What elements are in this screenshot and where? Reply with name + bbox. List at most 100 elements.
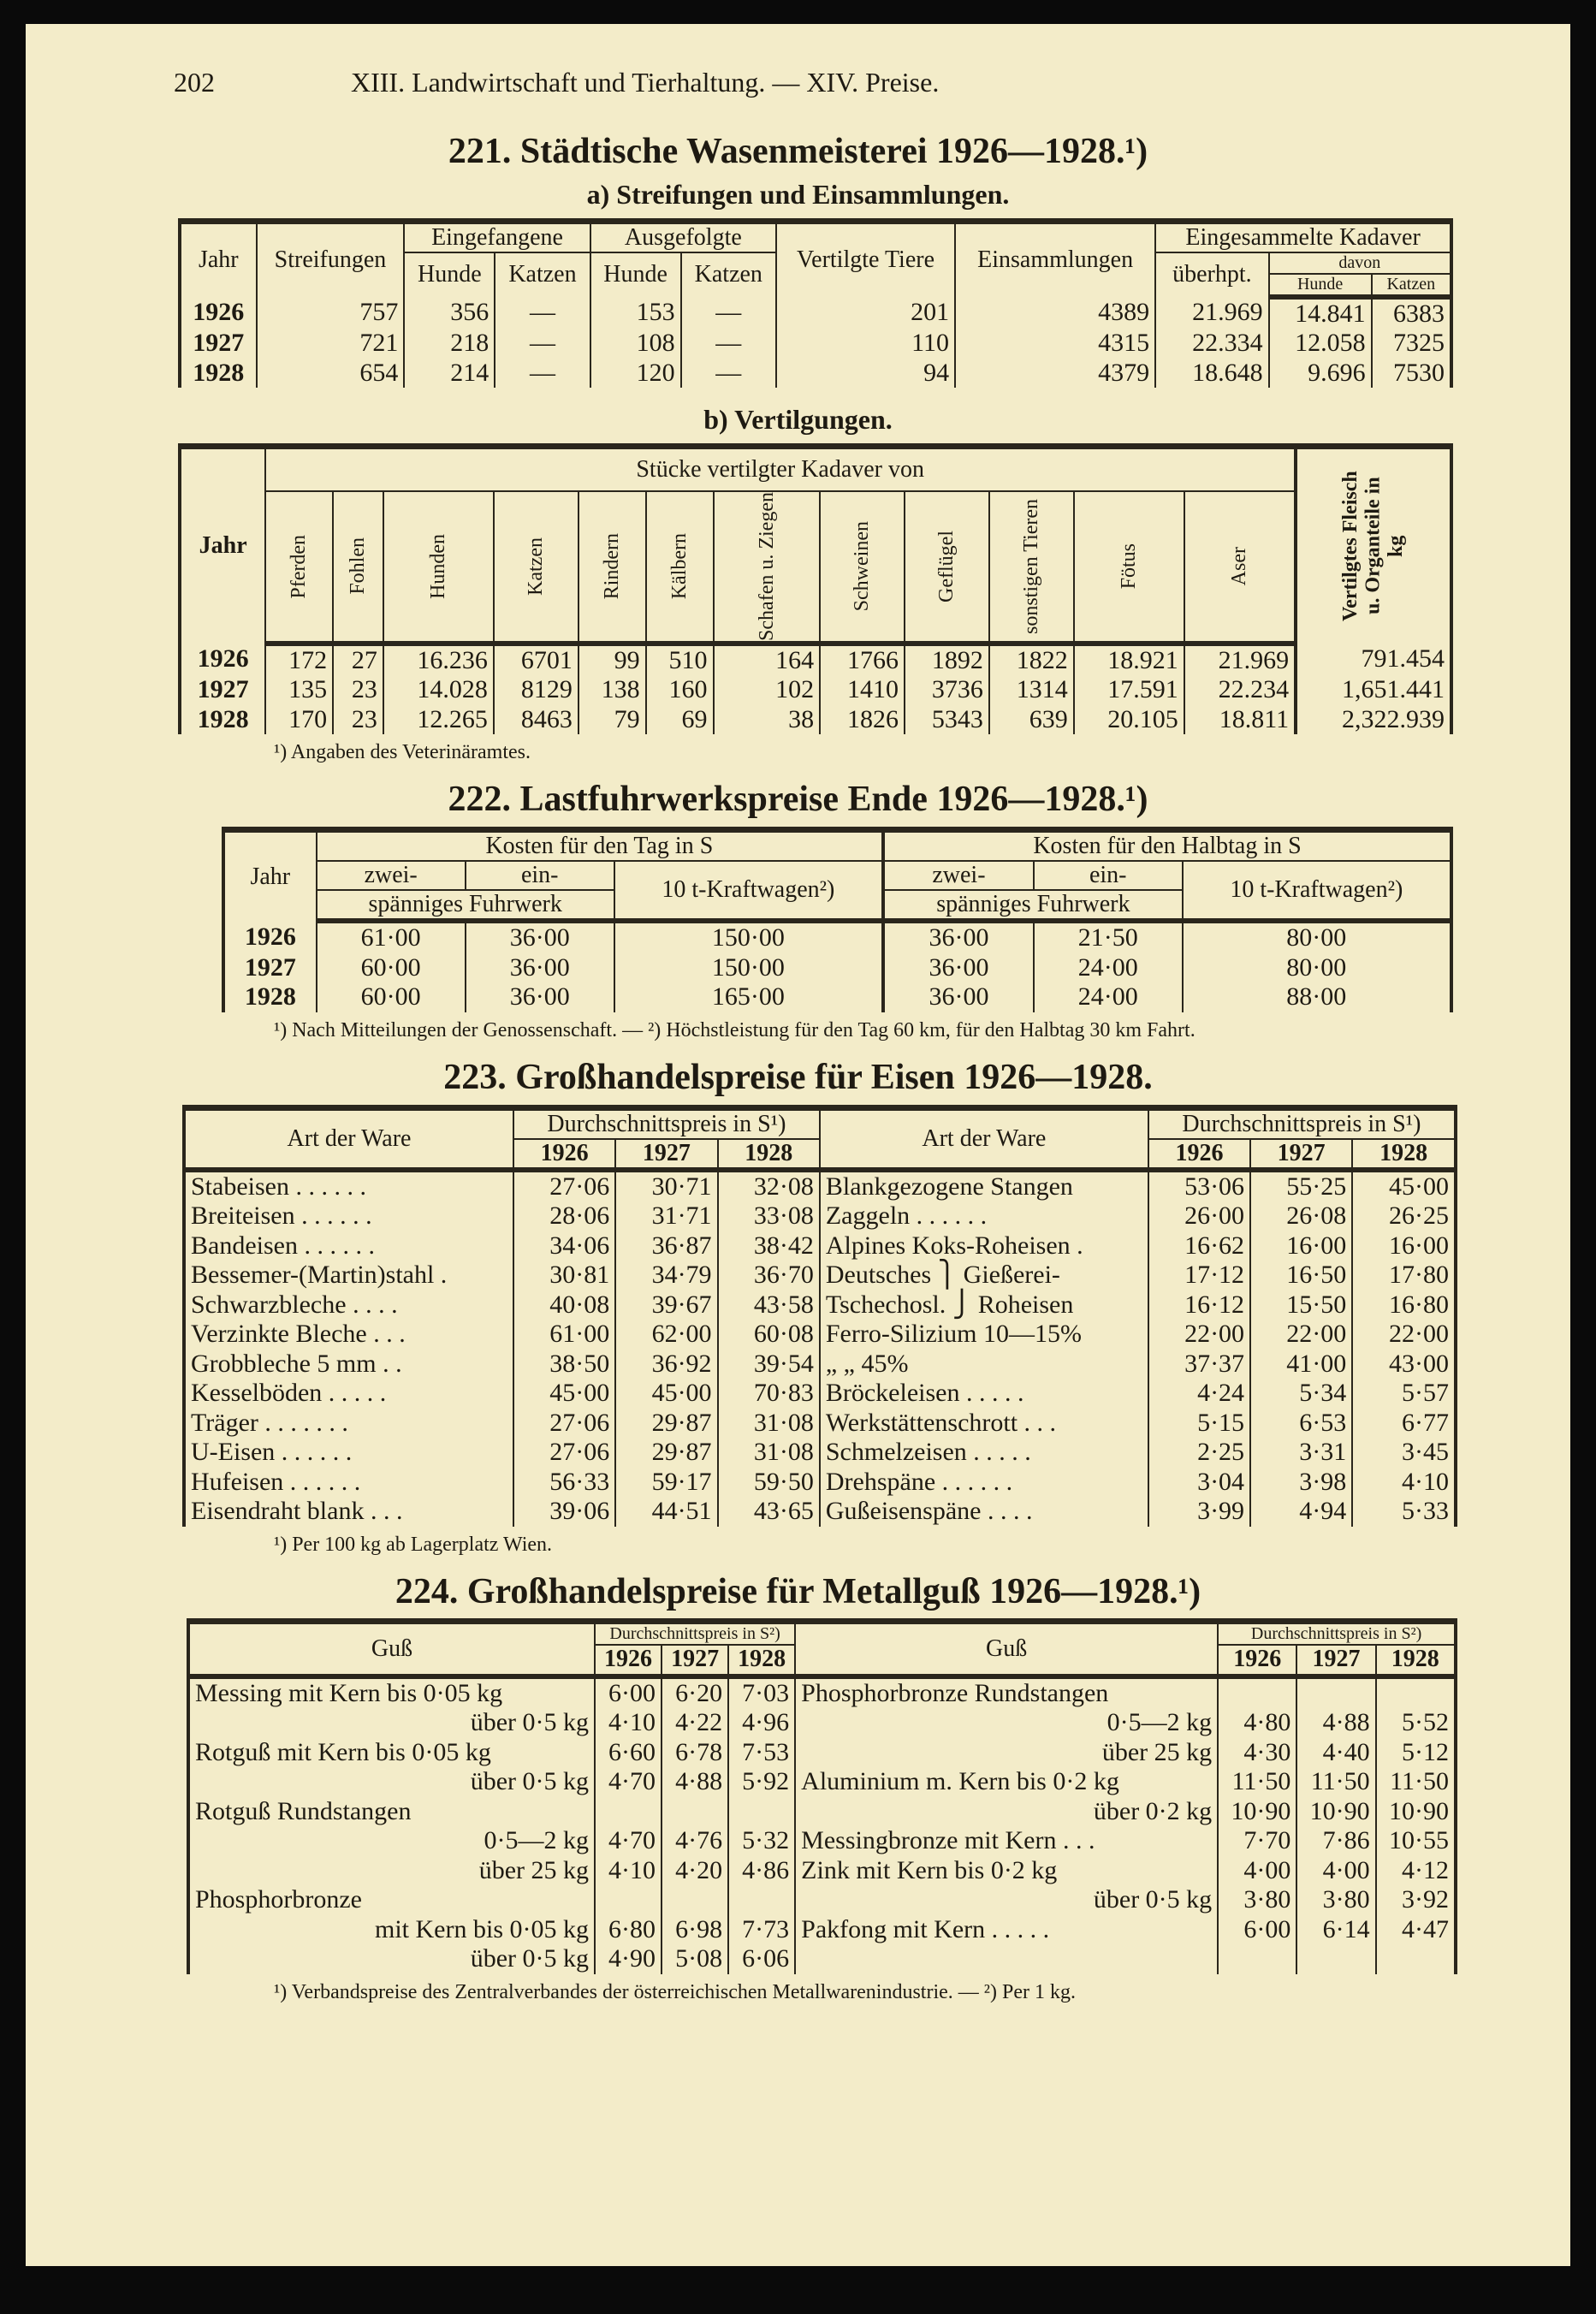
col-preis: Durchschnittspreis in S²)	[593, 1621, 796, 1646]
col-1928-2: 1928	[1351, 1138, 1456, 1172]
table-cell: 7·70	[1217, 1826, 1297, 1856]
col-header: Rindern	[577, 490, 646, 646]
table-cell: 120	[589, 358, 681, 389]
table-cell	[727, 1796, 796, 1827]
table-cell: „ „ 45%	[818, 1349, 1148, 1380]
table-cell: 11·50	[1296, 1767, 1376, 1797]
table-cell: 7·53	[727, 1737, 796, 1768]
table-cell: Aluminium m. Kern bis 0·2 kg	[794, 1767, 1219, 1797]
table-cell: 654	[255, 358, 405, 389]
table-cell: 45·00	[1351, 1169, 1456, 1202]
table-cell: 5·57	[1351, 1379, 1456, 1409]
table-cell: 16·12	[1147, 1290, 1251, 1320]
table-221b: Jahr Stücke vertilgter Kadaver von Verti…	[178, 442, 1453, 735]
table-row: 1927 60·00 36·00 150·00 36·00 24·00 80·00	[223, 952, 1451, 983]
table-cell: 6·00	[1217, 1914, 1297, 1945]
table-cell: 4·96	[727, 1708, 796, 1738]
table-cell: 6·98	[661, 1914, 729, 1945]
table-cell: 165·00	[613, 982, 884, 1012]
table-cell: 36·00	[464, 952, 614, 983]
table-cell: 1826	[819, 704, 905, 735]
table-cell: 4·70	[593, 1767, 662, 1797]
table-cell: 16·00	[1249, 1231, 1353, 1261]
table-cell: 60·00	[315, 982, 466, 1012]
table-221a: Jahr Streifungen Eingefangene Ausgefolgt…	[178, 217, 1453, 389]
table-row: Bandeisen . . . . . . 34·06 36·87 38·42 Alpi…	[184, 1231, 1456, 1261]
table-cell: 4379	[954, 358, 1156, 389]
table-cell: 61·00	[512, 1320, 616, 1350]
table-row: über 0·5 kg 4·10 4·22 4·96 0·5—2 kg 4·80 4·88 5…	[188, 1708, 1456, 1738]
table-cell: 36·70	[716, 1261, 820, 1290]
table-221a-subtitle: a) Streifungen und Einsammlungen.	[586, 179, 1010, 211]
col-1926-2: 1926	[1147, 1138, 1251, 1172]
table-row: 1928 170 23 12.265 8463 79 69 38 1826 5343 639 20.1…	[180, 704, 1451, 735]
table-224: Guß Durchschnittspreis in S²) Guß Durchs…	[187, 1618, 1457, 1974]
table-row: 1926 61·00 36·00 150·00 36·00 21·50 80·00	[223, 921, 1451, 953]
table-cell: 6·20	[661, 1676, 729, 1709]
table-cell: 29·87	[614, 1438, 718, 1468]
table-cell: 39·54	[716, 1349, 820, 1380]
table-row: Phosphorbronze über 0·5 kg 3·80 3·80 3·92	[188, 1885, 1456, 1915]
col-1927-2: 1927	[1296, 1645, 1376, 1679]
table-cell: 160	[644, 675, 714, 705]
table-cell: 36·00	[881, 952, 1034, 983]
col-ueberhpt: überhpt.	[1154, 252, 1269, 297]
page: 202 XIII. Landwirtschaft und Tierhaltung…	[26, 24, 1570, 2266]
col-davon-hunde: Hunde	[1267, 273, 1372, 300]
table-cell: über 0·5 kg	[794, 1885, 1219, 1915]
table-cell: 36·87	[614, 1231, 718, 1261]
table-cell: 24·00	[1032, 952, 1183, 983]
table-cell: 59·50	[716, 1467, 820, 1498]
table-cell: 36·00	[464, 982, 614, 1012]
table-cell: 53·06	[1147, 1169, 1251, 1202]
table-cell: 1926	[244, 922, 296, 951]
col-zwei-halb: zwei-	[881, 861, 1034, 892]
table-cell: über 0·2 kg	[794, 1796, 1219, 1827]
table-row: über 0·5 kg 4·70 4·88 5·92 Aluminium m. Kern…	[188, 1767, 1456, 1797]
col-header: Schafen u. Ziegen	[712, 490, 821, 646]
col-katzen-ausgefolgt: Katzen	[679, 252, 777, 297]
table-row: 0·5—2 kg 4·70 4·76 5·32 Messingbronze mit Ke…	[188, 1826, 1456, 1856]
table-cell: über 0·5 kg	[470, 1767, 589, 1796]
table-cell: 18.648	[1154, 358, 1269, 389]
col-header: Geflügel	[903, 490, 989, 646]
col-header: Aser	[1183, 490, 1296, 646]
table-cell: 99	[577, 643, 646, 676]
table-cell: 4·00	[1296, 1855, 1376, 1886]
table-cell: Messingbronze mit Kern . . .	[794, 1826, 1219, 1856]
table-cell: 4·88	[1296, 1708, 1376, 1738]
col-header: Katzen	[492, 490, 578, 646]
footnote-224: ¹) Verbandspreise des Zentralverbandes d…	[274, 1980, 1076, 2003]
table-cell: 4315	[954, 329, 1156, 359]
table-cell: 28·06	[512, 1202, 616, 1231]
table-cell: 7325	[1370, 329, 1451, 359]
table-row: Schwarzbleche . . . . 40·08 39·67 43·58 Tsch…	[184, 1290, 1456, 1320]
table-cell: 4·10	[593, 1708, 662, 1738]
table-cell: —	[494, 358, 590, 389]
col-preis-2: Durchschnittspreis in S¹)	[1147, 1107, 1456, 1140]
table-cell: 4·90	[593, 1944, 662, 1974]
table-cell: 10·90	[1374, 1796, 1456, 1827]
col-fuhrwerk: spänniges Fuhrwerk	[315, 890, 614, 924]
table-cell: 1892	[903, 643, 989, 676]
running-title: XIII. Landwirtschaft und Tierhaltung. — …	[351, 67, 940, 98]
table-cell: 214	[403, 358, 495, 389]
table-cell: Tschechosl. ⎭ Roheisen	[818, 1290, 1148, 1320]
table-cell: 4·24	[1147, 1379, 1251, 1409]
table-cell: 27·06	[512, 1169, 616, 1202]
table-cell: 1927	[193, 329, 245, 358]
table-row: Bessemer-(Martin)stahl . 30·81 34·79 36·70 D…	[184, 1261, 1456, 1290]
table-cell: 10·90	[1296, 1796, 1376, 1827]
table-cell: 7·03	[727, 1676, 796, 1709]
table-cell: 22.234	[1183, 675, 1296, 705]
table-cell: Hufeisen . . . . . .	[191, 1467, 361, 1496]
table-cell: 23	[332, 675, 383, 705]
col-eingesammelte: Eingesammelte Kadaver	[1154, 221, 1451, 253]
table-cell	[1217, 1676, 1297, 1709]
table-cell: 0·5—2 kg	[484, 1826, 590, 1855]
table-cell: Rotguß Rundstangen	[195, 1796, 412, 1825]
table-cell: 21.969	[1183, 643, 1296, 676]
table-cell: 6383	[1370, 296, 1451, 329]
table-cell: 27	[332, 643, 383, 676]
col-art-2: Art der Ware	[818, 1107, 1148, 1172]
